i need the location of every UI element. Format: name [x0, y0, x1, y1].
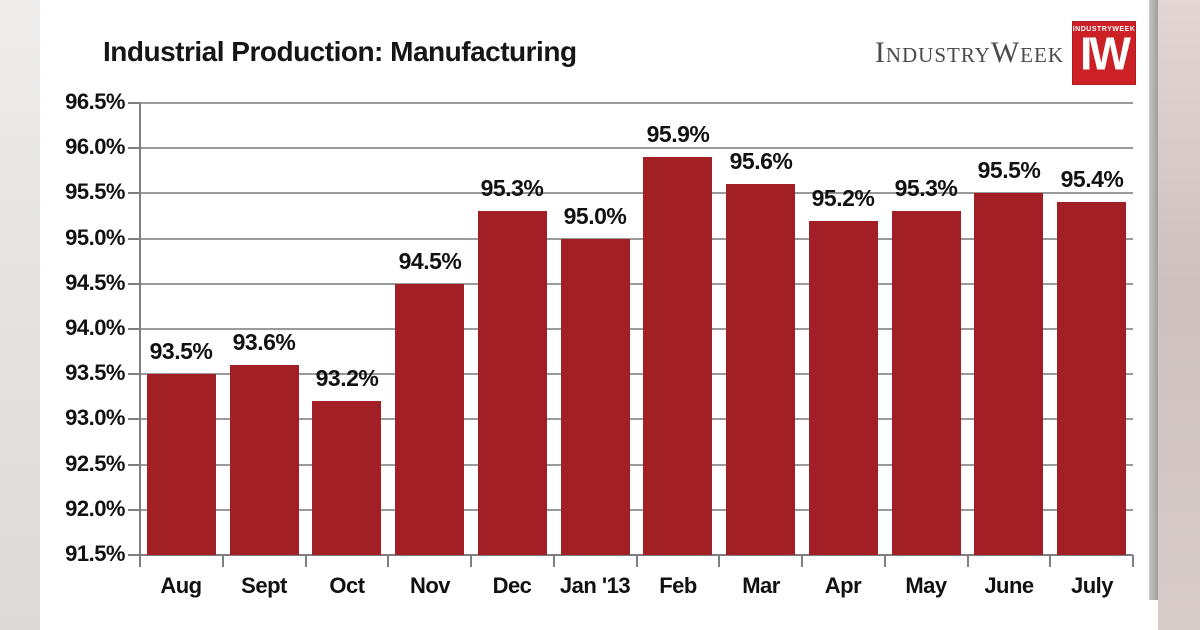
y-tick-label: 95.5% — [65, 179, 125, 204]
x-tick-label: Aug — [160, 573, 202, 598]
gridline — [140, 283, 1133, 285]
x-axis-tick — [636, 555, 638, 567]
bar-aug — [147, 374, 216, 555]
chart-title: Industrial Production: Manufacturing — [103, 36, 577, 67]
y-tick-label: 91.5% — [65, 541, 125, 566]
bar-value-label: 93.2% — [315, 365, 379, 391]
y-tick-label: 93.5% — [65, 360, 125, 385]
y-tick-label: 96.5% — [65, 89, 125, 114]
y-axis-tick — [128, 283, 140, 285]
y-axis-tick — [128, 464, 140, 466]
bar-jan-13 — [561, 239, 630, 555]
x-axis-tick — [801, 555, 803, 567]
x-axis-tick — [967, 555, 969, 567]
gridline — [140, 102, 1133, 104]
x-tick-label: Dec — [492, 573, 532, 598]
y-tick-label: 92.0% — [65, 496, 125, 521]
x-tick-label: Sept — [241, 573, 287, 598]
x-axis-tick — [470, 555, 472, 567]
y-axis-tick — [128, 373, 140, 375]
y-tick-label: 94.5% — [65, 270, 125, 295]
industryweek-brand: IndustryWeek INDUSTRYWEEK IW — [875, 20, 1136, 86]
y-tick-label: 92.5% — [65, 451, 125, 476]
bar-value-label: 95.5% — [977, 157, 1041, 183]
x-axis-tick — [1132, 555, 1134, 567]
bar-june — [974, 193, 1043, 555]
bar-nov — [395, 284, 464, 555]
bar-mar — [726, 184, 795, 555]
bar-value-label: 95.6% — [729, 148, 793, 174]
industryweek-logo-icon: INDUSTRYWEEK IW — [1072, 21, 1136, 85]
x-tick-label: Mar — [742, 573, 780, 598]
logo-subtext: INDUSTRYWEEK — [1072, 25, 1136, 34]
bar-feb — [643, 157, 712, 555]
x-tick-label: June — [984, 573, 1034, 598]
gridline — [140, 509, 1133, 511]
gridline — [140, 328, 1133, 330]
bar-value-label: 94.5% — [398, 248, 462, 274]
bar-value-label: 93.5% — [149, 338, 213, 364]
y-tick-label: 95.0% — [65, 225, 125, 250]
x-axis-tick — [1049, 555, 1051, 567]
x-tick-label: Feb — [659, 573, 697, 598]
y-axis-tick — [128, 418, 140, 420]
logo-iw-text: IW — [1080, 28, 1131, 81]
left-background-strip — [0, 0, 40, 630]
x-tick-label: Nov — [409, 573, 451, 598]
gridline — [140, 373, 1133, 375]
x-tick-label: May — [905, 573, 947, 598]
y-axis-tick — [128, 328, 140, 330]
y-axis-tick — [128, 554, 140, 556]
y-tick-label: 94.0% — [65, 315, 125, 340]
x-tick-label: July — [1070, 573, 1114, 598]
y-tick-label: 93.0% — [65, 405, 125, 430]
bar-sept — [230, 365, 299, 555]
card-edge-shadow — [1149, 0, 1158, 600]
x-axis-tick — [387, 555, 389, 567]
y-axis-tick — [128, 147, 140, 149]
x-tick-label: Jan '13 — [559, 573, 631, 598]
bar-apr — [809, 221, 878, 555]
x-axis-tick — [222, 555, 224, 567]
x-axis-tick — [884, 555, 886, 567]
x-axis-tick — [305, 555, 307, 567]
x-axis-tick — [139, 555, 141, 567]
bar-value-label: 95.0% — [563, 203, 627, 229]
bar-value-label: 95.3% — [480, 175, 544, 201]
y-axis-tick — [128, 238, 140, 240]
bar-oct — [312, 401, 381, 555]
y-axis-tick — [128, 509, 140, 511]
bar-value-label: 95.4% — [1060, 166, 1124, 192]
y-axis-tick — [128, 102, 140, 104]
gridline — [140, 147, 1133, 149]
bar-may — [892, 211, 961, 555]
x-axis-tick — [718, 555, 720, 567]
gridline — [140, 418, 1133, 420]
bar-value-label: 95.2% — [811, 185, 875, 211]
bar-july — [1057, 202, 1126, 555]
x-axis-tick — [553, 555, 555, 567]
industryweek-logotype: IndustryWeek — [874, 36, 1064, 69]
bar-value-label: 95.9% — [646, 121, 710, 147]
bar-dec — [478, 211, 547, 555]
gridline — [140, 192, 1133, 194]
gridline — [140, 464, 1133, 466]
x-tick-label: Oct — [329, 573, 365, 598]
y-tick-label: 96.0% — [65, 134, 125, 159]
bar-value-label: 95.3% — [894, 175, 958, 201]
bar-value-label: 93.6% — [232, 329, 296, 355]
y-axis-line — [139, 103, 141, 555]
gridline — [140, 238, 1133, 240]
right-background-strip — [1158, 0, 1200, 630]
y-axis-tick — [128, 192, 140, 194]
x-tick-label: Apr — [824, 573, 862, 598]
